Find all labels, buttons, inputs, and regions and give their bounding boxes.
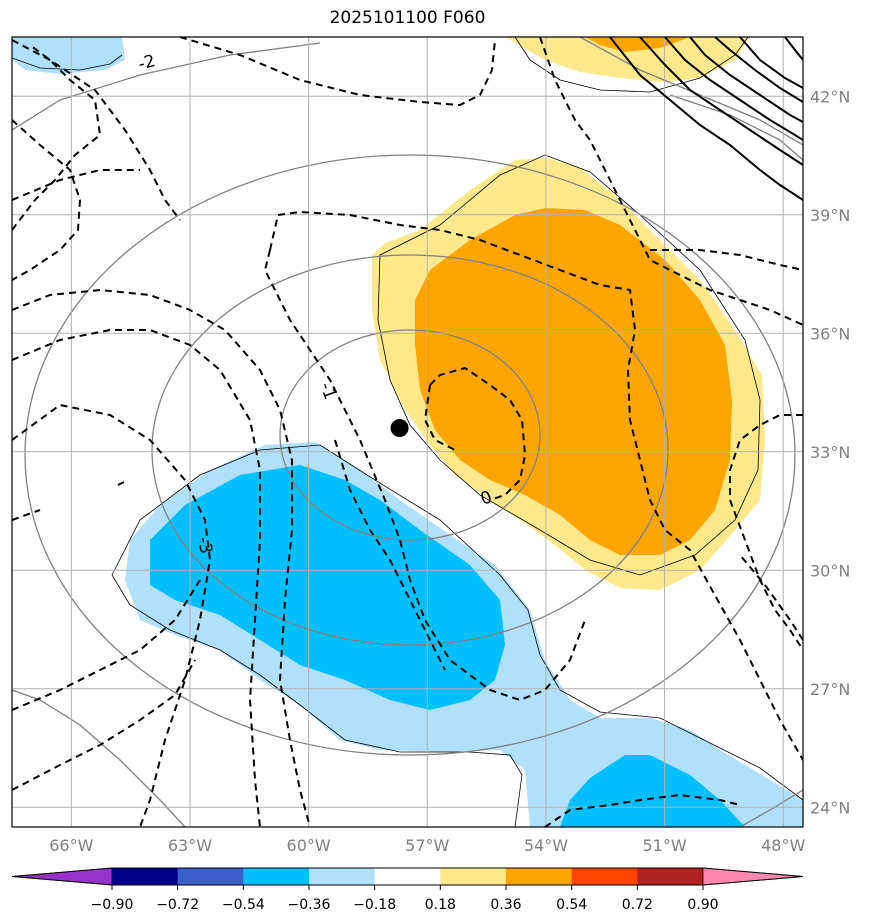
latitude-label: 33°N (810, 443, 850, 462)
colorbar-segment (440, 868, 507, 885)
colorbar-tick-label: −0.72 (156, 897, 199, 913)
colorbar-extend-low (11, 867, 113, 886)
longitude-label: 51°W (642, 836, 686, 855)
colorbar-segment (112, 868, 179, 885)
longitude-label: 57°W (405, 836, 449, 855)
colorbar-segment (506, 868, 573, 885)
colorbar-tick-label: 0.72 (622, 897, 653, 913)
latitude-label: 39°N (810, 206, 850, 225)
colorbar-tick-label: 0.36 (490, 897, 521, 913)
colorbar-segment (177, 868, 244, 885)
colorbar-tick-label: −0.54 (222, 897, 265, 913)
anomaly-outline (12, 37, 803, 827)
positive-anomaly-top-strong (585, 37, 690, 52)
longitude-label: 66°W (49, 836, 93, 855)
colorbar-tick-label: −0.36 (288, 897, 331, 913)
contour-label-minus1: -1 (315, 380, 340, 403)
colorbar-tick-label: 0.18 (425, 897, 456, 913)
latitude-label: 36°N (810, 324, 850, 343)
colorbar (11, 867, 804, 886)
graticule (12, 37, 803, 827)
latitude-labels: 24°N 27°N 30°N 33°N 36°N 39°N 42°N (810, 87, 850, 817)
map-frame (11, 36, 804, 828)
latitude-label: 27°N (810, 680, 850, 699)
longitude-label: 54°W (524, 836, 568, 855)
colorbar-extend-high (702, 867, 804, 886)
storm-center-marker (390, 419, 409, 438)
colorbar-segment (374, 868, 441, 885)
colorbar-tick-label: −0.18 (353, 897, 396, 913)
latitude-label: 24°N (810, 798, 850, 817)
longitude-label: 48°W (761, 836, 805, 855)
dashed-contours (12, 37, 803, 827)
colorbar-segment (637, 868, 704, 885)
positive-anomaly-strong (415, 208, 732, 555)
longitude-label: 63°W (168, 836, 212, 855)
longitude-labels: 66°W 63°W 60°W 57°W 54°W 51°W 48°W (49, 836, 805, 855)
map-area: -2 -1 0 -3 (12, 37, 803, 827)
contour-label-minus3: -3 (193, 535, 216, 555)
contour-label-minus2: -2 (136, 51, 158, 75)
gray-contours (12, 37, 803, 827)
colorbar-segment (571, 868, 638, 885)
solid-contours (117, 37, 803, 486)
colorbar-segment (243, 868, 310, 885)
negative-anomaly-topleft (12, 37, 125, 74)
colorbar-segment (309, 868, 376, 885)
figure-title: 2025101100 F060 (329, 8, 486, 28)
negative-anomaly-bottom-strong (560, 755, 745, 827)
colorbar-tick-label: 0.54 (556, 897, 587, 913)
colorbar-labels: −0.90 −0.72 −0.54 −0.36 −0.18 0.18 0.36 0.54 0.7… (91, 885, 719, 913)
negative-anomaly-strong (150, 465, 505, 710)
longitude-label: 60°W (287, 836, 331, 855)
colorbar-tick-label: 0.90 (687, 897, 718, 913)
colorbar-tick-label: −0.90 (91, 897, 134, 913)
latitude-label: 42°N (810, 87, 850, 106)
latitude-label: 30°N (810, 561, 850, 580)
